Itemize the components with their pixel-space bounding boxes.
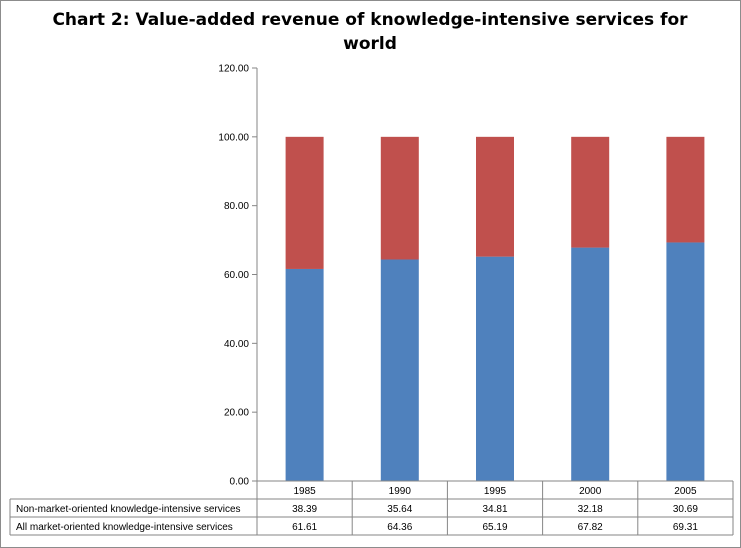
category-label-2005: 2005 [674, 486, 697, 497]
category-label-1985: 1985 [293, 486, 316, 497]
bar-market-1985 [285, 268, 324, 481]
y-tick-label: 120.00 [218, 64, 249, 75]
y-tick-label: 80.00 [224, 201, 249, 212]
y-tick-label: 0.00 [230, 477, 250, 488]
category-label-2000: 2000 [579, 486, 602, 497]
table-value: 32.18 [578, 504, 603, 515]
table-row: Non-market-oriented knowledge-intensive … [16, 504, 698, 515]
table-value: 30.69 [673, 504, 698, 515]
y-tick-label: 20.00 [224, 408, 249, 419]
table-value: 65.19 [482, 522, 507, 533]
bars [285, 136, 705, 481]
data-table: 1985 1990 1995 2000 2005 Non-market-oriented … [9, 480, 734, 536]
table-value: 38.39 [292, 504, 317, 515]
table-value: 61.61 [292, 522, 317, 533]
chart-title: Chart 2: Value-added revenue of knowledg… [52, 10, 688, 54]
table-row: All market-oriented knowledge-intensive … [16, 522, 698, 533]
bar-non-market-1995 [476, 136, 514, 257]
bar-market-2005 [666, 242, 705, 481]
table-value: 69.31 [673, 522, 698, 533]
bar-non-market-1985 [285, 136, 324, 269]
series-label: All market-oriented knowledge-intensive … [16, 522, 233, 533]
bar-non-market-2000 [571, 136, 610, 248]
bar-market-1995 [476, 256, 514, 481]
table-value: 35.64 [387, 504, 412, 515]
bar-market-2000 [571, 247, 610, 481]
table-value: 64.36 [387, 522, 412, 533]
y-axis: 0.00 20.00 40.00 60.00 80.00 100.00 120.00 [218, 64, 258, 488]
y-tick-label: 100.00 [218, 132, 249, 143]
y-tick-label: 60.00 [224, 270, 249, 281]
y-tick-label: 40.00 [224, 339, 249, 350]
category-label-1990: 1990 [389, 486, 412, 497]
bar-non-market-1990 [380, 136, 419, 260]
bar-market-1990 [380, 259, 419, 481]
bar-non-market-2005 [666, 136, 705, 243]
table-value: 34.81 [482, 504, 507, 515]
series-label: Non-market-oriented knowledge-intensive … [16, 504, 241, 515]
category-label-1995: 1995 [484, 486, 507, 497]
table-value: 67.82 [578, 522, 603, 533]
